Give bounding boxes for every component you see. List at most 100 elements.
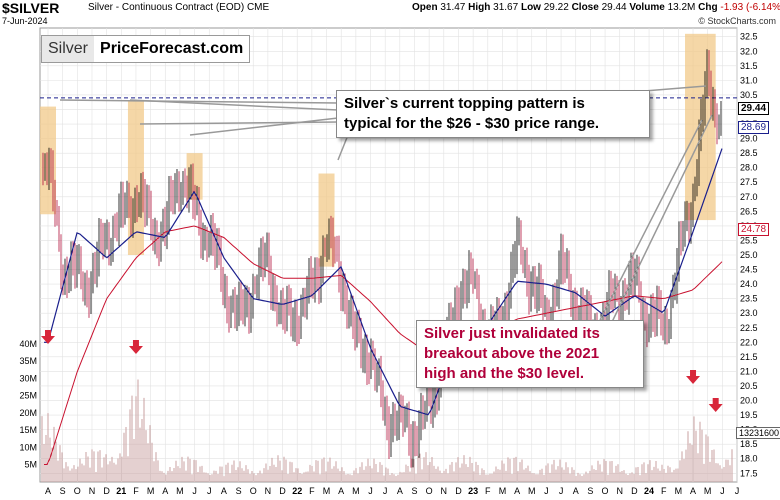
callout-connector <box>139 121 339 125</box>
callout-connector <box>599 119 703 321</box>
down-arrow-icon <box>41 330 55 344</box>
highlight-zone <box>127 100 144 255</box>
highlight-zone <box>186 153 203 200</box>
short-ma-price-tag: 28.69 <box>738 121 770 134</box>
x-tick-label: F <box>661 486 667 496</box>
short-moving-average-line <box>44 148 723 416</box>
x-tick-label: O <box>426 486 433 496</box>
logo-silver: Silver <box>42 36 95 62</box>
volume-axis-ticks: 5M 10M 15M 20M 25M 30M 35M 40M <box>19 339 37 470</box>
x-tick-label: F <box>485 486 491 496</box>
x-tick-label: A <box>338 486 344 496</box>
x-tick-label: A <box>45 486 51 496</box>
down-arrow-icon <box>686 370 701 384</box>
callout-connector <box>189 117 339 136</box>
price-tick-label: 18.5 <box>740 439 758 449</box>
volume-tick-label: 25M <box>19 391 37 401</box>
x-tick-label: 23 <box>468 486 478 496</box>
volume-tick-label: 20M <box>19 408 37 418</box>
x-tick-label: J <box>207 486 212 496</box>
high-value: 31.67 <box>493 2 519 13</box>
price-tick-label: 22.0 <box>740 337 758 347</box>
volume-price-tag: 13231600 <box>736 427 780 439</box>
chart-description: Silver - Continuous Contract (EOD) CME <box>88 2 269 13</box>
ohlc-summary: Open 31.47 High 31.67 Low 29.22 Close 29… <box>412 2 780 13</box>
price-tick-label: 23.0 <box>740 308 758 318</box>
x-tick-label: M <box>499 486 507 496</box>
x-tick-label: O <box>250 486 257 496</box>
x-tick-label: O <box>74 486 81 496</box>
price-tick-label: 19.5 <box>740 410 758 420</box>
topping-pattern-callout: Silver`s current topping pattern is typi… <box>336 90 650 138</box>
highlight-zone <box>40 106 56 215</box>
volume-value: 13.2M <box>667 2 696 13</box>
volume-bars <box>41 379 733 482</box>
x-tick-label: M <box>352 486 360 496</box>
price-tick-label: 22.5 <box>740 323 758 333</box>
logo-priceforecast: PriceForecast.com <box>100 40 244 57</box>
price-tick-label: 28.0 <box>740 163 758 173</box>
x-tick-label: N <box>265 486 272 496</box>
x-tick-label: M <box>675 486 683 496</box>
x-tick-label: A <box>573 486 579 496</box>
chg-label: Chg <box>698 2 718 13</box>
x-tick-label: M <box>704 486 712 496</box>
x-tick-label: S <box>587 486 593 496</box>
x-tick-label: A <box>162 486 168 496</box>
highlight-zone <box>318 173 335 267</box>
x-tick-label: S <box>60 486 66 496</box>
price-tick-label: 21.5 <box>740 352 758 362</box>
x-tick-label: 21 <box>116 486 126 496</box>
x-tick-label: 24 <box>644 486 654 496</box>
volume-tick-label: 40M <box>19 339 37 349</box>
highlight-zones <box>40 33 716 267</box>
x-tick-label: M <box>176 486 184 496</box>
volume-tick-label: 15M <box>19 425 37 435</box>
price-tick-label: 24.5 <box>740 265 758 275</box>
price-tick-label: 18.0 <box>740 454 758 464</box>
x-tick-label: D <box>103 486 110 496</box>
x-tick-label: M <box>323 486 331 496</box>
x-tick-label: M <box>528 486 536 496</box>
price-tick-label: 31.0 <box>740 75 758 85</box>
x-tick-label: A <box>514 486 520 496</box>
x-tick-label: F <box>309 486 315 496</box>
x-tick-label: N <box>616 486 623 496</box>
price-tick-label: 32.5 <box>740 32 758 42</box>
price-tick-label: 27.0 <box>740 192 758 202</box>
close-label: Close <box>571 2 599 13</box>
x-tick-label: J <box>368 486 373 496</box>
x-tick-label: O <box>602 486 609 496</box>
callout-connector <box>59 99 339 104</box>
x-tick-label: F <box>133 486 139 496</box>
x-tick-label: A <box>221 486 227 496</box>
callout-connector <box>129 99 339 111</box>
exchange-code: CME <box>246 2 270 13</box>
price-tick-label: 26.5 <box>740 206 758 216</box>
price-tick-label: 27.5 <box>740 177 758 187</box>
breakout-invalidated-callout: Silver just invalidated its breakout abo… <box>416 320 644 388</box>
x-tick-label: D <box>631 486 638 496</box>
price-tick-label: 30.5 <box>740 90 758 100</box>
callout-connectors <box>59 85 713 323</box>
x-tick-label: J <box>559 486 564 496</box>
x-tick-label: S <box>411 486 417 496</box>
x-tick-label: D <box>279 486 286 496</box>
low-value: 29.22 <box>543 2 569 13</box>
volume-tick-label: 5M <box>24 460 37 470</box>
price-tick-label: 24.0 <box>740 279 758 289</box>
x-tick-label: N <box>89 486 96 496</box>
x-tick-label: D <box>455 486 462 496</box>
open-label: Open <box>412 2 438 13</box>
price-tick-label: 21.0 <box>740 366 758 376</box>
x-tick-label: 22 <box>292 486 302 496</box>
chg-value: -1.93 (-6.14%) <box>720 2 780 13</box>
price-axis-ticks: 17.518.018.519.019.520.020.521.021.522.0… <box>740 32 758 479</box>
price-tick-label: 20.5 <box>740 381 758 391</box>
close-price-tag: 29.44 <box>738 102 770 115</box>
down-arrow-markers <box>41 330 723 412</box>
stockcharts-credit: © StockCharts.com <box>698 16 776 26</box>
high-label: High <box>468 2 491 13</box>
x-axis-ticks: A S O N D 21 F M A M J J A S O N D 22 F M A M J J A S O N D 23 F M A M J J A… <box>45 486 739 496</box>
